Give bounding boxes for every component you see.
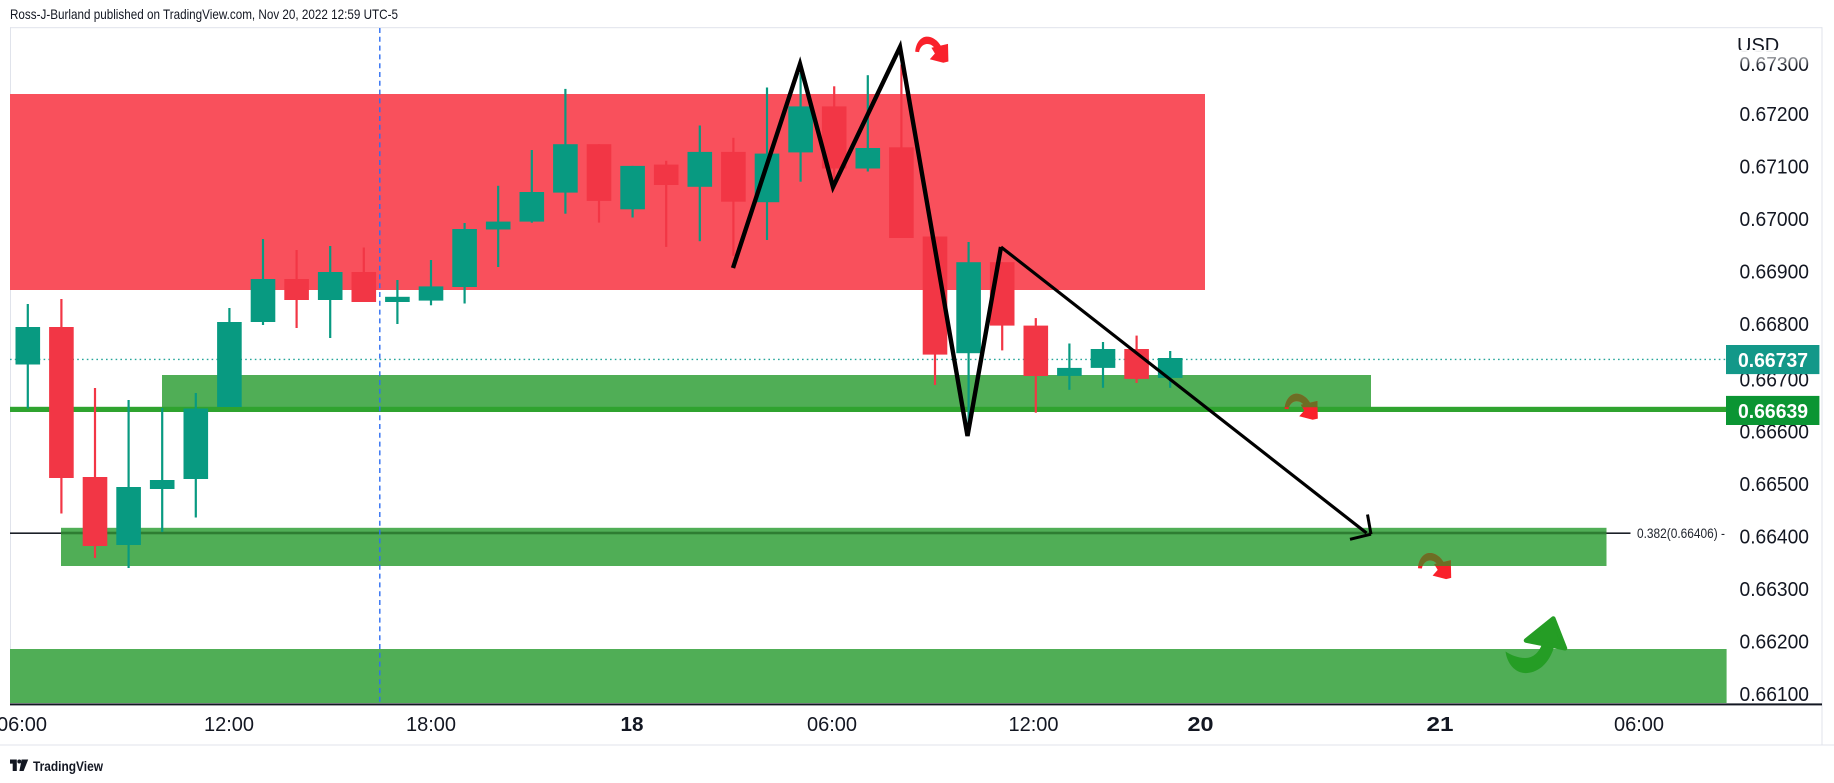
svg-text:0.66800: 0.66800 (1740, 314, 1810, 336)
svg-text:0.66500: 0.66500 (1740, 474, 1810, 496)
svg-text:18:00: 18:00 (406, 714, 456, 736)
svg-text:06:00: 06:00 (807, 714, 857, 736)
svg-text:0.382(0.66406) -: 0.382(0.66406) - (1637, 525, 1725, 541)
svg-text:0.66200: 0.66200 (1740, 632, 1810, 654)
svg-text:06:00: 06:00 (0, 714, 47, 736)
svg-text:0.66400: 0.66400 (1740, 527, 1810, 549)
svg-text:0.66600: 0.66600 (1740, 422, 1810, 444)
svg-text:12:00: 12:00 (204, 714, 254, 736)
svg-text:TradingView: TradingView (33, 759, 103, 774)
svg-text:0.67100: 0.67100 (1740, 157, 1810, 179)
svg-text:0.66700: 0.66700 (1740, 370, 1810, 392)
svg-text:0.67000: 0.67000 (1740, 209, 1810, 231)
svg-text:0.67200: 0.67200 (1740, 104, 1810, 126)
svg-text:0.66100: 0.66100 (1740, 684, 1810, 706)
svg-text:Ross-J-Burland published on Tr: Ross-J-Burland published on TradingView.… (10, 6, 398, 22)
svg-text:0.66639: 0.66639 (1738, 401, 1808, 423)
svg-text:12:00: 12:00 (1008, 714, 1058, 736)
svg-text:06:00: 06:00 (1614, 714, 1664, 736)
svg-text:18: 18 (621, 714, 644, 736)
svg-text:0.66300: 0.66300 (1740, 579, 1810, 601)
svg-text:0.66737: 0.66737 (1738, 350, 1808, 372)
svg-text:21: 21 (1427, 714, 1454, 736)
svg-text:20: 20 (1188, 714, 1214, 736)
svg-text:0.66900: 0.66900 (1740, 262, 1810, 284)
